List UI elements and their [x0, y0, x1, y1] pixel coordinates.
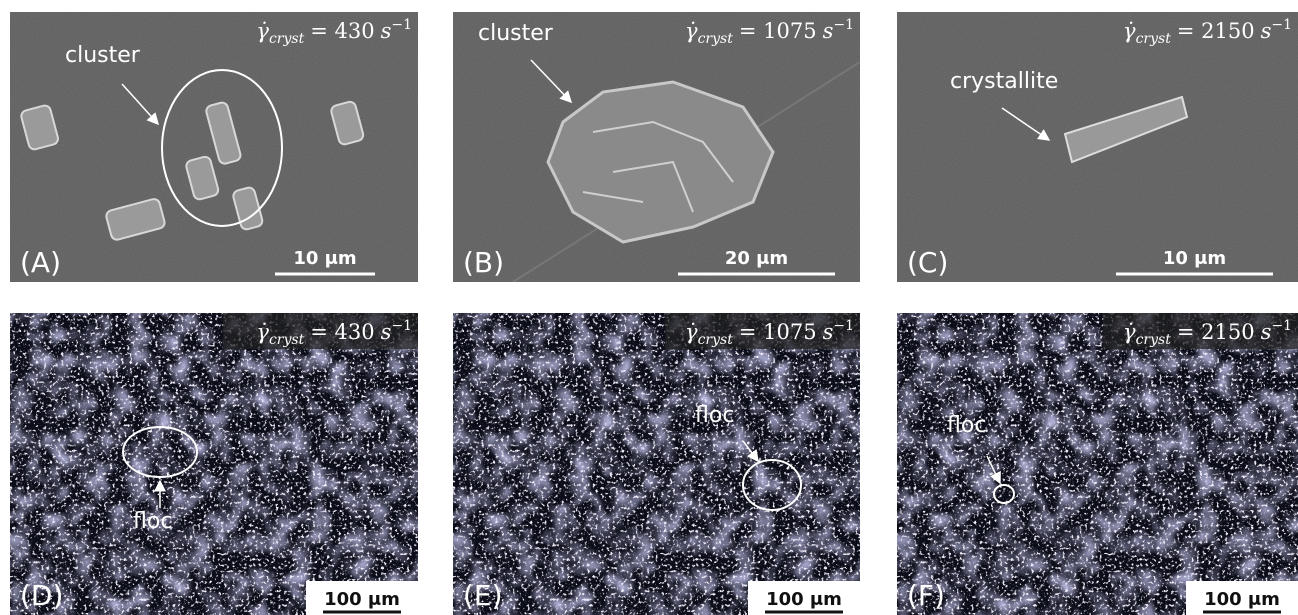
rate-sub: cryst: [1136, 31, 1172, 47]
speckle: [10, 313, 418, 615]
annotation: cluster: [65, 43, 141, 68]
panel: (A) γ̇cryst = 430 s−1 cluster 10 μm: [10, 12, 418, 282]
rate-unit: s: [1261, 320, 1272, 344]
rate-symbol: γ̇: [685, 320, 698, 344]
panel-label: (C): [907, 246, 948, 279]
rate-symbol: γ̇: [1123, 19, 1136, 43]
rate-sub: cryst: [698, 332, 734, 348]
panel-label: (E): [463, 579, 503, 612]
rate-value: = 2150: [1177, 19, 1255, 43]
panel-label: (D): [20, 579, 63, 612]
rate-sub: cryst: [269, 332, 305, 348]
micrograph: [453, 313, 860, 615]
rate-exp: −1: [1271, 17, 1292, 33]
rate-value: = 430: [310, 320, 374, 344]
rate-unit: s: [823, 19, 834, 43]
annotation: floc: [947, 413, 986, 438]
rate-exp: −1: [391, 318, 412, 334]
rate-exp: −1: [1271, 318, 1292, 334]
rate-exp: −1: [391, 17, 412, 33]
annotation: floc: [133, 509, 172, 534]
micrograph: [10, 313, 418, 615]
rate-sub: cryst: [269, 31, 305, 47]
rate-value: = 2150: [1177, 320, 1255, 344]
panel-label: (B): [463, 246, 504, 279]
annotation: floc: [695, 403, 734, 428]
rate-value: = 1075: [739, 320, 817, 344]
scale-bar-label: 100 μm: [766, 589, 842, 610]
scale-bar-label: 100 μm: [324, 589, 400, 610]
annotation: cluster: [478, 21, 554, 46]
panel-label: (A): [20, 246, 61, 279]
scale-bar-label: 20 μm: [725, 248, 788, 269]
rate-value: = 430: [310, 19, 374, 43]
panel-label: (F): [907, 579, 945, 612]
rate-symbol: γ̇: [685, 19, 698, 43]
rate-unit: s: [381, 19, 392, 43]
scale-bar-label: 100 μm: [1204, 589, 1280, 610]
panel: (D) γ̇cryst = 430 s−1 floc 100 μm: [10, 313, 418, 615]
rate-symbol: γ̇: [256, 19, 269, 43]
rate-sub: cryst: [698, 31, 734, 47]
micrograph: [897, 313, 1298, 615]
micrograph: [897, 12, 1298, 282]
rate-unit: s: [823, 320, 834, 344]
speckle: [453, 313, 860, 615]
rate-value: = 1075: [739, 19, 817, 43]
rate-symbol: γ̇: [256, 320, 269, 344]
scale-bar-label: 10 μm: [293, 248, 356, 269]
scale-bar-label: 10 μm: [1163, 248, 1226, 269]
rate-unit: s: [1261, 19, 1272, 43]
rate-exp: −1: [833, 17, 854, 33]
figure: (A)γ̇cryst= 430s−1cluster10 μm(B)γ̇cryst…: [0, 0, 1298, 615]
rate-sub: cryst: [1136, 332, 1172, 348]
annotation: crystallite: [950, 69, 1058, 94]
rate-symbol: γ̇: [1123, 320, 1136, 344]
micrograph: [453, 12, 860, 282]
speckle: [897, 313, 1298, 615]
rate-unit: s: [381, 320, 392, 344]
rate-exp: −1: [833, 318, 854, 334]
